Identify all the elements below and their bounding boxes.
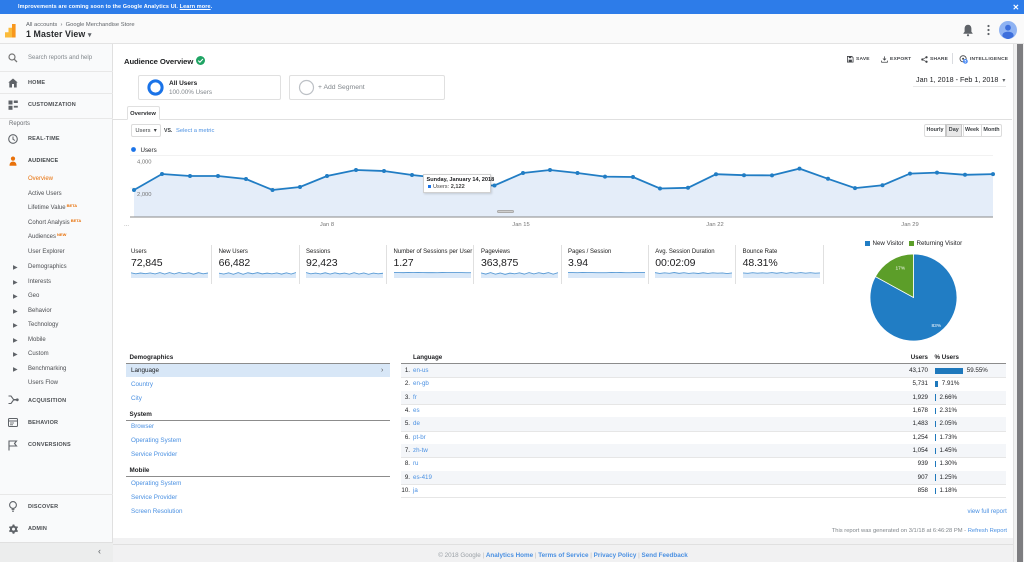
svg-text:...: ...	[124, 222, 129, 228]
svg-text:5: 5	[964, 59, 966, 63]
svg-text:4,000: 4,000	[137, 160, 152, 166]
svg-text:Jan 8: Jan 8	[320, 222, 334, 228]
svg-text:83%: 83%	[931, 323, 941, 329]
svg-text:Jan 22: Jan 22	[706, 222, 723, 228]
svg-text:Jan 29: Jan 29	[901, 222, 918, 228]
svg-text:2,000: 2,000	[137, 192, 152, 198]
svg-text:Jan 15: Jan 15	[512, 222, 529, 228]
svg-text:Users: Users	[141, 147, 157, 154]
svg-text:17%: 17%	[895, 266, 905, 272]
